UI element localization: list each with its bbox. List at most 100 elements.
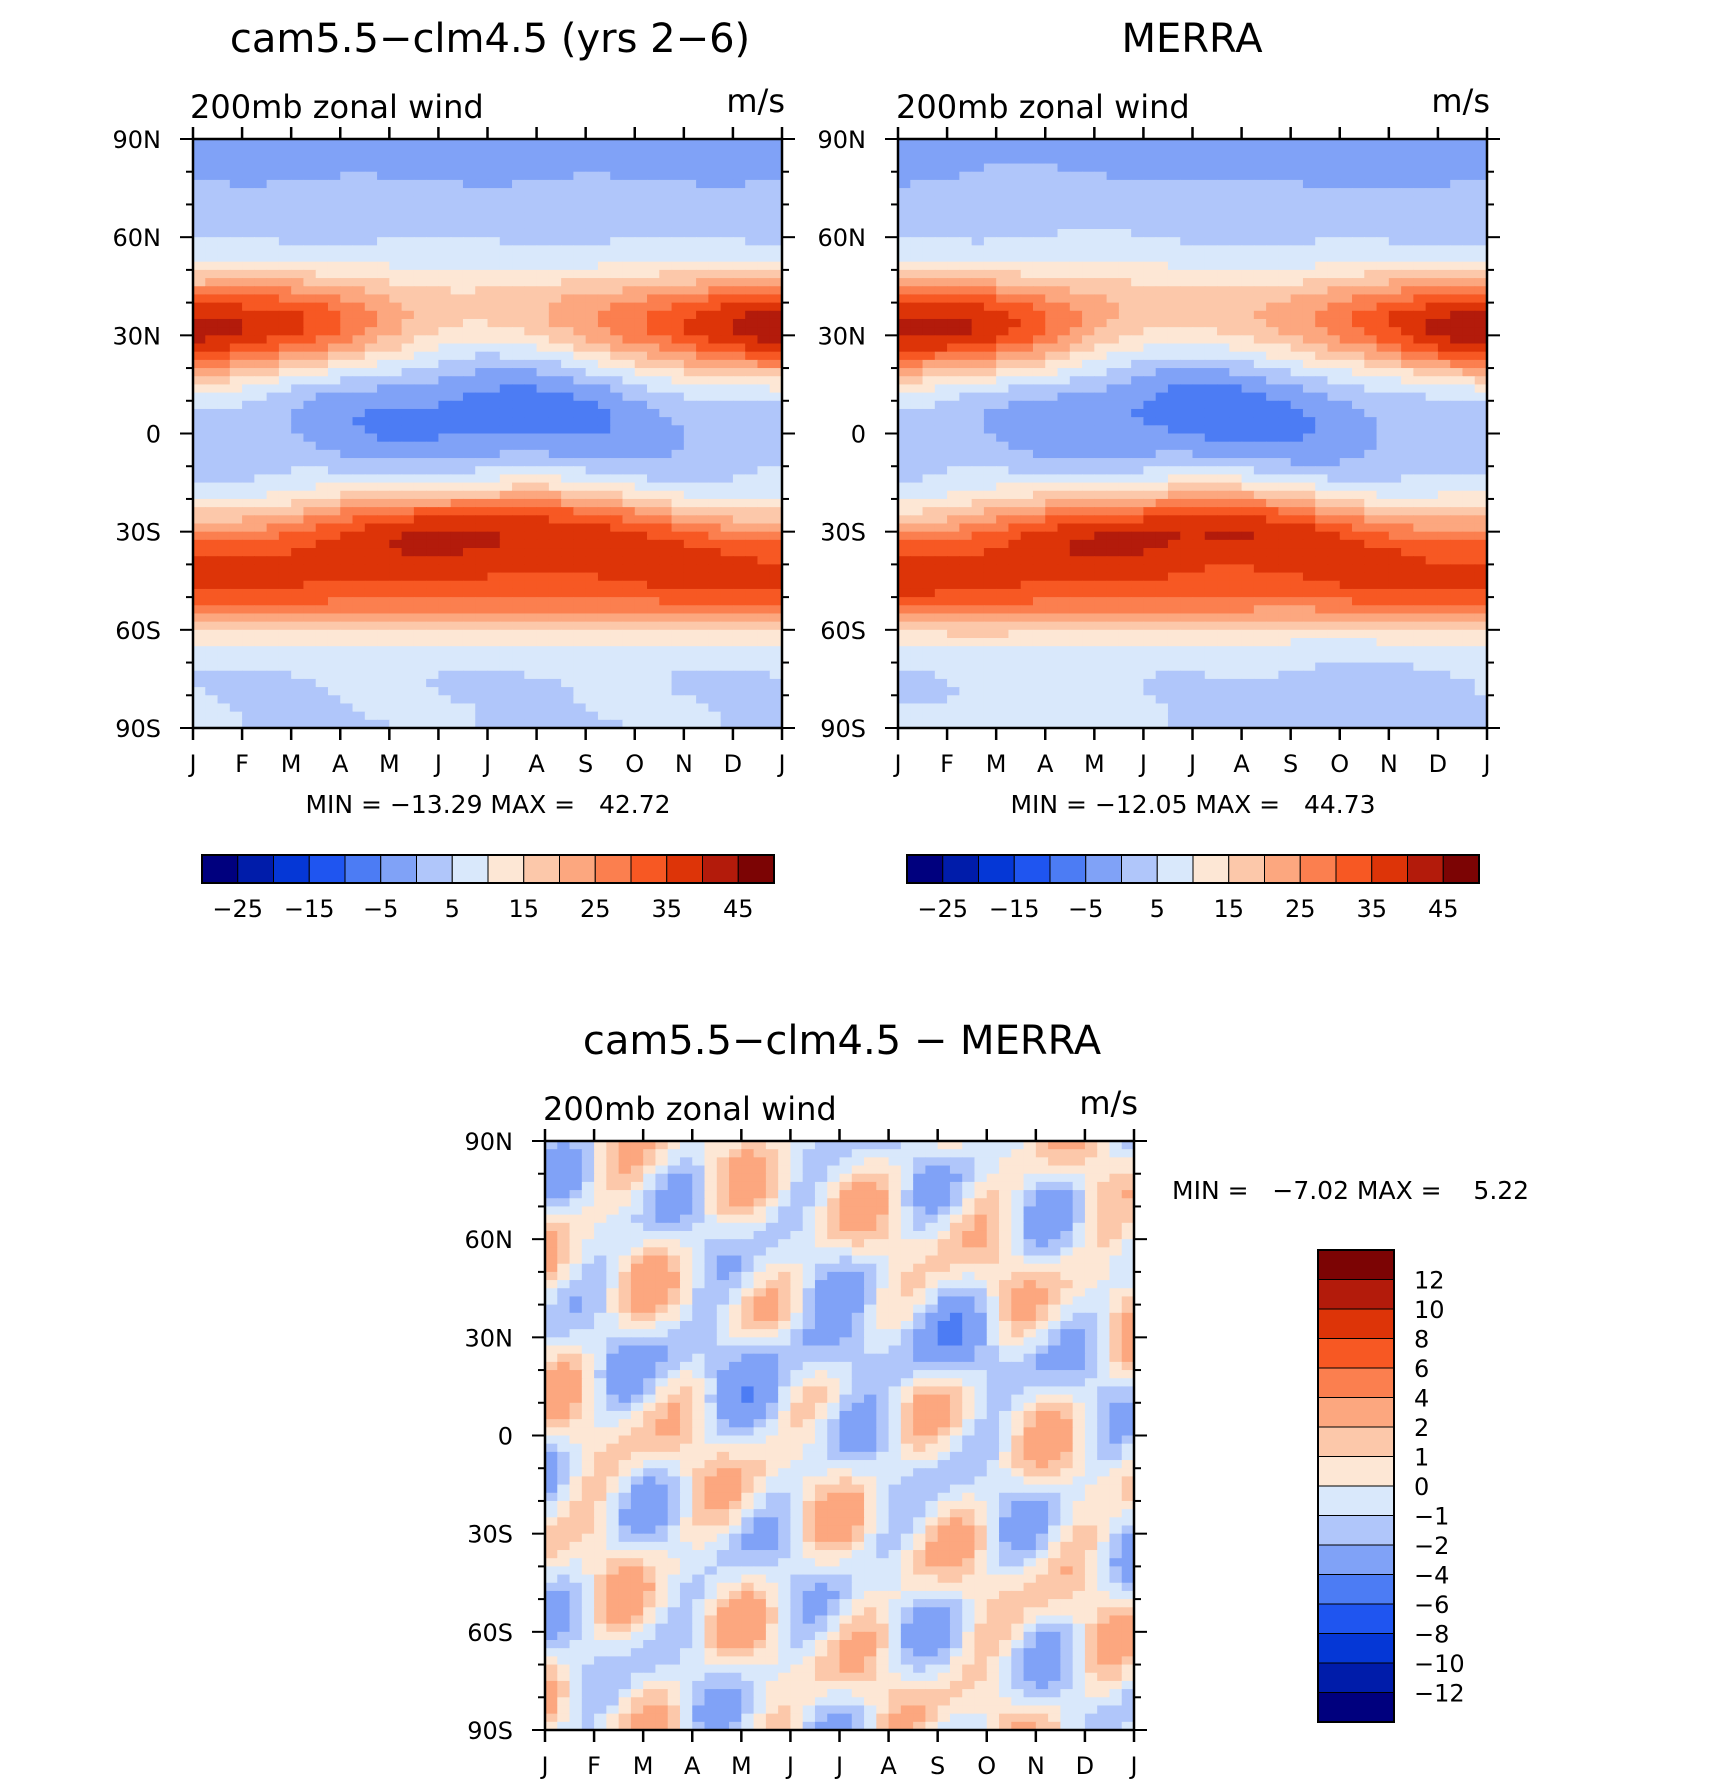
field-cell <box>548 719 562 729</box>
field-cell <box>426 318 440 328</box>
field-cell <box>947 196 960 206</box>
field-cell <box>573 638 587 647</box>
field-cell <box>983 228 997 238</box>
field-cell <box>720 564 734 574</box>
field-cell <box>659 179 673 189</box>
field-cell <box>573 228 587 238</box>
field-cell <box>622 564 636 574</box>
field-cell <box>1450 261 1464 271</box>
field-cell <box>389 621 403 631</box>
field-cell <box>659 417 673 426</box>
field-cell <box>524 359 538 369</box>
field-cell <box>1437 278 1451 287</box>
field-cell <box>769 351 783 361</box>
field-cell <box>1462 261 1476 271</box>
field-cell <box>732 613 746 623</box>
field-cell <box>377 147 390 156</box>
field-cell <box>597 572 611 582</box>
field-cell <box>934 269 948 279</box>
field-cell <box>438 449 452 459</box>
field-cell <box>585 417 599 426</box>
field-cell <box>720 188 734 197</box>
field-cell <box>757 515 771 525</box>
field-cell <box>647 400 660 410</box>
field-cell <box>242 220 255 230</box>
field-cell <box>671 523 685 533</box>
field-cell <box>647 155 660 165</box>
field-cell <box>1180 327 1194 336</box>
field-cell <box>352 351 366 361</box>
field-cell <box>1204 188 1218 197</box>
field-cell <box>708 269 722 279</box>
field-cell <box>536 621 550 631</box>
field-cell <box>1253 343 1267 353</box>
field-cell <box>1008 220 1022 230</box>
field-cell <box>1425 302 1439 312</box>
field-cell <box>1143 212 1157 222</box>
field-cell <box>1217 155 1230 165</box>
field-cell <box>266 179 280 189</box>
field-cell <box>512 482 525 492</box>
field-cell <box>193 302 206 312</box>
field-cell <box>229 310 243 320</box>
field-cell <box>352 384 366 394</box>
field-cell <box>499 629 513 639</box>
field-cell <box>1278 368 1292 377</box>
field-cell <box>1302 368 1316 377</box>
field-cell <box>1266 310 1279 320</box>
field-cell <box>1327 147 1341 156</box>
field-cell <box>1437 147 1451 156</box>
field-cell <box>1204 212 1218 222</box>
field-cell <box>769 507 783 516</box>
field-cell <box>708 417 722 426</box>
field-cell <box>315 662 329 672</box>
field-cell <box>1057 359 1071 369</box>
field-cell <box>205 269 219 279</box>
field-cell <box>364 613 378 623</box>
field-cell <box>622 261 636 271</box>
field-cell <box>732 335 746 345</box>
field-cell <box>217 654 231 664</box>
field-cell <box>1352 163 1365 173</box>
field-cell <box>573 359 587 369</box>
field-cell <box>229 548 243 557</box>
field-cell <box>524 408 538 418</box>
field-cell <box>708 474 722 484</box>
field-cell <box>696 548 709 557</box>
field-cell <box>303 621 317 631</box>
field-cell <box>450 458 464 467</box>
field-cell <box>1462 310 1476 320</box>
field-cell <box>959 368 973 377</box>
field-cell <box>1315 359 1329 369</box>
field-cell <box>315 629 329 639</box>
field-cell <box>475 597 489 606</box>
field-cell <box>1339 220 1353 230</box>
field-cell <box>450 204 464 214</box>
field-cell <box>315 646 329 655</box>
field-cell <box>401 711 415 721</box>
field-cell <box>1020 269 1034 279</box>
field-cell <box>1094 368 1108 377</box>
field-cell <box>1118 343 1132 353</box>
field-cell <box>1204 261 1218 271</box>
field-cell <box>622 327 636 336</box>
field-cell <box>438 621 452 631</box>
field-cell <box>401 515 415 525</box>
field-cell <box>548 588 562 598</box>
field-cell <box>1020 278 1034 287</box>
field-cell <box>1364 278 1378 287</box>
field-cell <box>524 498 538 508</box>
field-cell <box>1008 327 1022 336</box>
field-cell <box>487 580 501 590</box>
field-cell <box>1364 155 1378 165</box>
field-cell <box>193 425 206 435</box>
field-cell <box>745 441 759 451</box>
field-cell <box>671 318 685 328</box>
field-cell <box>315 588 329 598</box>
field-cell <box>413 678 427 688</box>
field-cell <box>426 179 440 189</box>
field-cell <box>278 212 292 222</box>
field-cell <box>1388 245 1402 255</box>
field-cell <box>1229 351 1243 361</box>
field-cell <box>1401 368 1414 377</box>
